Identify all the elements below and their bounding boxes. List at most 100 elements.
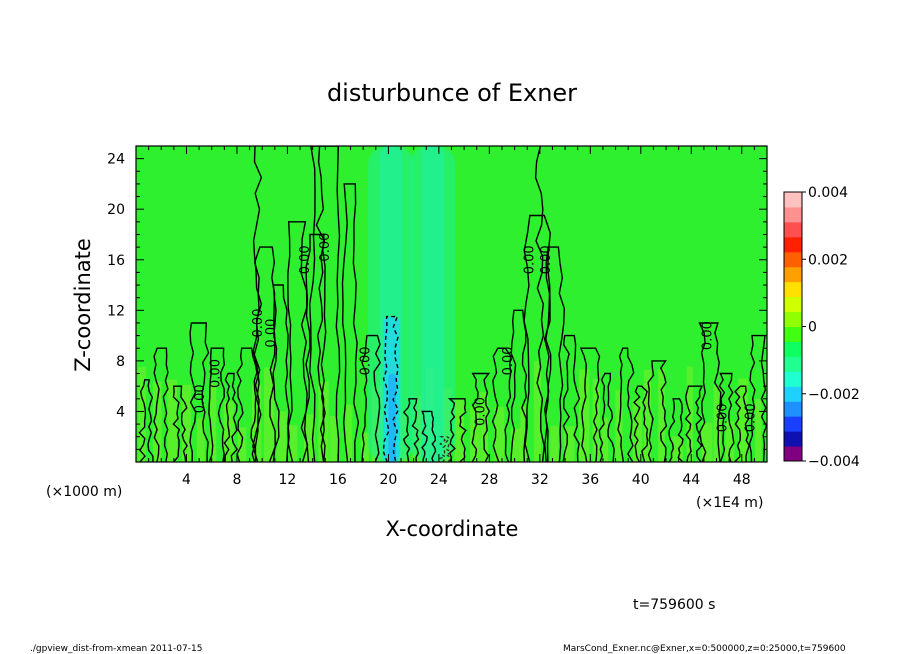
contour-line-negative: [438, 436, 452, 462]
colorbar-segment: [784, 296, 802, 313]
footer-right: MarsCond_Exner.nc@Exner,x=0:500000,z=0:2…: [563, 644, 846, 654]
contour-label: 0.00: [318, 233, 333, 262]
contour-line: [668, 398, 684, 462]
contour-line: [252, 146, 263, 462]
x-tick-label: 48: [733, 472, 751, 488]
contour-line: [153, 347, 169, 462]
field-cell: [563, 426, 575, 462]
plot-area: 0.000.000.000.000.00 0.000.000.000.000.00…: [136, 146, 767, 462]
x-tick-label: 32: [531, 472, 549, 488]
contour-line: [534, 146, 545, 462]
field-cell: [181, 384, 192, 462]
contour-line: [471, 372, 491, 462]
contour-line: [698, 322, 722, 462]
field-cell: [304, 414, 315, 462]
y-tick-label: 4: [116, 404, 125, 420]
x-tick-label: 28: [480, 472, 498, 488]
contour-line: [579, 347, 601, 462]
x-axis-title: X-coordinate: [386, 517, 519, 541]
contour-label: 0.00: [251, 309, 266, 338]
field-cell: [470, 406, 480, 462]
field-cell: [510, 428, 521, 462]
x-tick-label: 24: [430, 472, 448, 488]
x-tick-label: 4: [182, 472, 191, 488]
colorbar-segment: [784, 416, 802, 432]
contour-label: 0.00: [193, 384, 208, 413]
contour-label: 0.00: [743, 403, 758, 432]
contour-line: [138, 379, 154, 462]
contour-line: [562, 334, 581, 462]
field-cell: [755, 398, 762, 462]
x-tick-label: 12: [279, 472, 297, 488]
field-cell: [289, 425, 298, 462]
x-tick-label: 44: [682, 472, 700, 488]
contour-line: [647, 360, 668, 462]
contour-line: [447, 398, 467, 462]
contour-line: [734, 385, 750, 462]
colorbar-segment: [784, 326, 802, 342]
contour-line: [361, 334, 382, 462]
field-cell: [480, 392, 489, 462]
field-cell: [263, 367, 275, 462]
contour-line: [341, 183, 360, 462]
field-cell: [643, 369, 651, 462]
field-cell: [725, 420, 735, 462]
contour-line: [617, 347, 635, 462]
contour-line: [491, 347, 512, 462]
y-tick-label: 16: [107, 253, 125, 269]
colorbar-segment: [784, 236, 802, 253]
field-cell: [329, 415, 339, 462]
colorbar-segment: [784, 446, 802, 462]
colorbar-segment: [784, 281, 802, 298]
contour-label: 0.00: [473, 397, 488, 426]
x-scale-label: (×1E4 m): [696, 495, 763, 511]
contour-line: [223, 372, 238, 462]
colorbar-segment: [784, 386, 802, 402]
colorbar-segment: [784, 356, 802, 372]
contour-label: 0.00: [701, 321, 716, 350]
field-plume-core: [421, 146, 444, 462]
contour-line: [236, 347, 258, 462]
contour-line: [632, 385, 649, 462]
field-cell: [738, 378, 748, 462]
contour-line: [272, 284, 290, 462]
colorbar-segment: [784, 401, 802, 417]
field-cell: [276, 411, 287, 462]
field-cell: [360, 432, 369, 462]
contour-line: [598, 372, 615, 462]
x-tick-label: 20: [379, 472, 397, 488]
colorbar-tick-label: 0.002: [808, 252, 848, 268]
field-cell: [153, 381, 162, 462]
time-label: t=759600 s: [633, 597, 715, 613]
contour-label: 0.00: [501, 346, 516, 375]
colorbar-segment: [784, 192, 802, 208]
colorbar-segment: [784, 221, 802, 238]
contour-labels: 0.000.000.000.000.00 0.000.000.000.000.00…: [193, 233, 758, 433]
field-cell: [167, 379, 178, 462]
contour-line: [208, 347, 226, 462]
field-cell: [658, 368, 665, 462]
contour-label: 0.00: [716, 403, 731, 432]
contour-line: [315, 146, 326, 462]
contour-line: [523, 214, 552, 462]
colorbar-segment: [784, 371, 802, 387]
contour-lines: [138, 146, 767, 462]
colorbar-segment: [784, 206, 802, 223]
field-cell: [252, 384, 262, 462]
contour-line: [189, 322, 210, 462]
x-tick-label: 36: [581, 472, 599, 488]
field-cell: [533, 361, 542, 462]
contour-line: [287, 221, 309, 462]
x-unit-label: (×1000 m): [46, 484, 122, 500]
field-cell: [210, 383, 217, 462]
contour-line: [253, 246, 276, 462]
colorbar-tick-label: −0.004: [808, 454, 860, 470]
field-cell: [592, 378, 601, 462]
field-cell: [138, 366, 146, 462]
contour-line: [303, 233, 327, 462]
contour-line: [308, 146, 341, 462]
colorbar-tick-label: 0: [808, 320, 817, 336]
contour-line: [421, 410, 437, 462]
contour-line: [172, 385, 188, 462]
